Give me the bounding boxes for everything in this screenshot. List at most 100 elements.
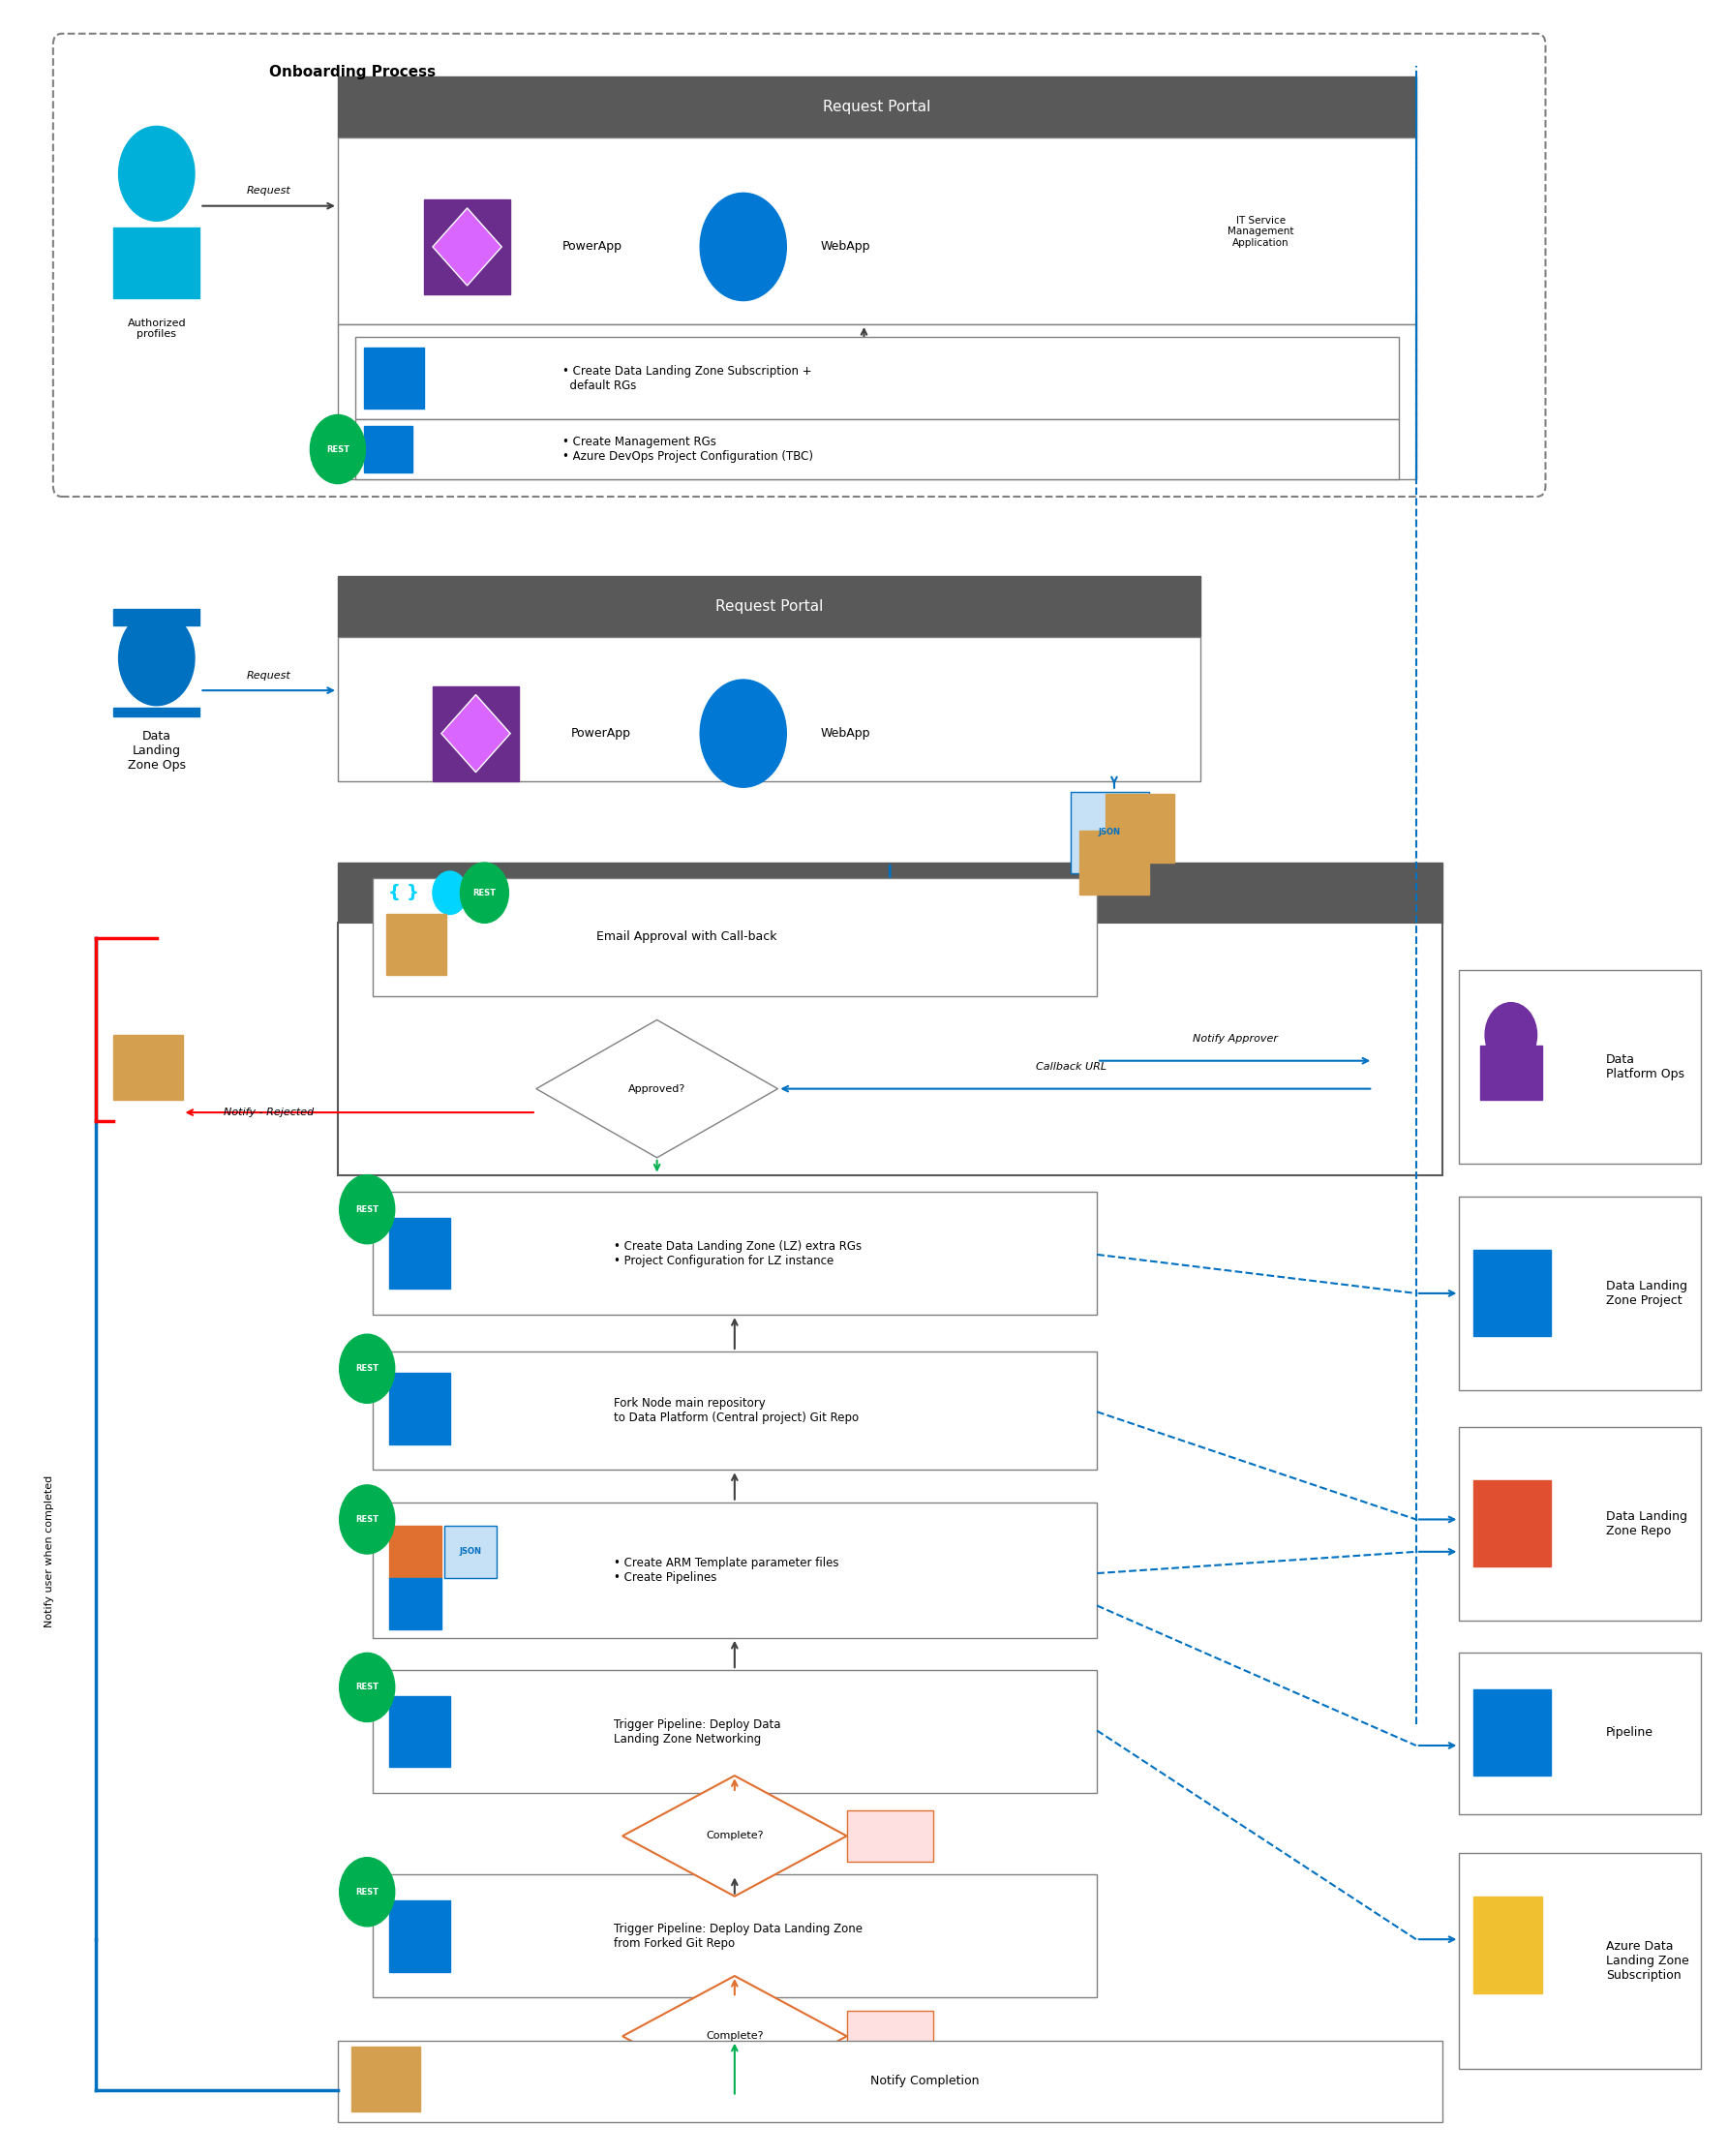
Text: Pipeline: Pipeline bbox=[1605, 1727, 1654, 1740]
Circle shape bbox=[339, 1654, 394, 1723]
Text: Request Portal: Request Portal bbox=[823, 99, 931, 114]
Bar bbox=[372, 1503, 1097, 1639]
Bar bbox=[114, 1035, 183, 1100]
Bar bbox=[423, 201, 510, 293]
Bar bbox=[337, 138, 1417, 323]
Circle shape bbox=[460, 862, 508, 923]
Bar bbox=[444, 1526, 496, 1578]
Text: Parameters: Parameters bbox=[1078, 884, 1140, 893]
Circle shape bbox=[700, 194, 786, 300]
Circle shape bbox=[339, 1485, 394, 1554]
Text: REST: REST bbox=[356, 1205, 378, 1214]
Text: Callback URL: Callback URL bbox=[1035, 1063, 1106, 1072]
Text: REST: REST bbox=[356, 1516, 378, 1524]
Bar bbox=[372, 1352, 1097, 1470]
Circle shape bbox=[119, 127, 195, 220]
Circle shape bbox=[119, 610, 195, 705]
Text: Trigger Pipeline: Deploy Data Landing Zone
from Forked Git Repo: Trigger Pipeline: Deploy Data Landing Zo… bbox=[613, 1923, 862, 1949]
Text: Complete?: Complete? bbox=[705, 1830, 764, 1841]
Text: • Create Data Landing Zone Subscription +
  default RGs: • Create Data Landing Zone Subscription … bbox=[562, 364, 812, 392]
Text: Data Landing
Zone Repo: Data Landing Zone Repo bbox=[1605, 1509, 1687, 1537]
Bar bbox=[389, 1373, 449, 1445]
Text: REST: REST bbox=[356, 1684, 378, 1692]
Bar bbox=[1106, 793, 1175, 862]
Text: Azure Data
Landing Zone
Subscription: Azure Data Landing Zone Subscription bbox=[1605, 1940, 1688, 1981]
Text: REST: REST bbox=[473, 888, 496, 897]
Text: Data
Platform Ops: Data Platform Ops bbox=[1605, 1054, 1685, 1080]
Circle shape bbox=[309, 414, 365, 483]
Polygon shape bbox=[114, 707, 200, 716]
Text: { }: { } bbox=[387, 884, 418, 901]
Bar bbox=[354, 418, 1400, 479]
Bar bbox=[385, 914, 446, 975]
Text: Request Portal: Request Portal bbox=[715, 599, 823, 614]
Text: Trigger Pipeline: Deploy Data
Landing Zone Networking: Trigger Pipeline: Deploy Data Landing Zo… bbox=[613, 1718, 781, 1744]
Bar bbox=[354, 336, 1400, 418]
Bar bbox=[847, 2009, 933, 2061]
Text: WebApp: WebApp bbox=[821, 727, 871, 740]
Polygon shape bbox=[432, 209, 501, 285]
Text: Fork Node main repository
to Data Platform (Central project) Git Repo: Fork Node main repository to Data Platfo… bbox=[613, 1397, 859, 1425]
Circle shape bbox=[700, 679, 786, 787]
Bar bbox=[389, 1902, 449, 1971]
Text: • Create ARM Template parameter files
• Create Pipelines: • Create ARM Template parameter files • … bbox=[613, 1557, 838, 1585]
Bar bbox=[1472, 1897, 1541, 1992]
Bar bbox=[432, 686, 518, 780]
Text: Complete?: Complete? bbox=[705, 2031, 764, 2042]
Bar bbox=[337, 862, 1441, 923]
Bar bbox=[372, 1192, 1097, 1315]
Bar bbox=[337, 323, 1417, 479]
Text: REST: REST bbox=[327, 444, 349, 453]
Polygon shape bbox=[441, 694, 510, 772]
Polygon shape bbox=[622, 1975, 847, 2096]
Circle shape bbox=[432, 871, 467, 914]
Bar bbox=[372, 1876, 1097, 1996]
Circle shape bbox=[339, 1335, 394, 1404]
Text: PowerApp: PowerApp bbox=[562, 241, 622, 252]
Text: WebApp: WebApp bbox=[821, 241, 871, 252]
Text: Notify Completion: Notify Completion bbox=[869, 2076, 978, 2087]
Text: Approved?: Approved? bbox=[629, 1084, 686, 1093]
Circle shape bbox=[339, 1175, 394, 1244]
Text: Onboarding Process: Onboarding Process bbox=[270, 65, 435, 80]
Bar bbox=[1458, 1427, 1700, 1621]
Bar bbox=[1479, 1046, 1541, 1100]
Bar bbox=[1458, 1654, 1700, 1815]
Bar bbox=[1458, 970, 1700, 1164]
Bar bbox=[1472, 1690, 1550, 1777]
Polygon shape bbox=[114, 608, 200, 625]
Bar bbox=[1472, 1481, 1550, 1567]
Bar bbox=[372, 877, 1097, 996]
Text: PowerApp: PowerApp bbox=[570, 727, 631, 740]
Text: REST: REST bbox=[356, 1365, 378, 1373]
Polygon shape bbox=[114, 226, 200, 298]
Text: Request: Request bbox=[247, 185, 290, 196]
Bar bbox=[389, 1697, 449, 1768]
Text: Data
Landing
Zone Ops: Data Landing Zone Ops bbox=[128, 731, 185, 772]
Bar bbox=[847, 1811, 933, 1863]
Text: Email Approval with Call-back: Email Approval with Call-back bbox=[596, 931, 778, 944]
Polygon shape bbox=[536, 1020, 778, 1158]
Bar bbox=[337, 636, 1201, 780]
Bar bbox=[351, 2046, 420, 2111]
Bar bbox=[337, 576, 1201, 636]
Polygon shape bbox=[622, 1777, 847, 1897]
Text: IT Service
Management
Application: IT Service Management Application bbox=[1227, 216, 1294, 248]
Bar bbox=[1071, 791, 1149, 873]
Bar bbox=[1458, 1197, 1700, 1391]
Bar bbox=[337, 923, 1441, 1175]
Bar bbox=[389, 1578, 441, 1630]
Bar bbox=[389, 1526, 441, 1578]
Bar bbox=[363, 347, 423, 407]
Text: Data Landing
Zone Project: Data Landing Zone Project bbox=[1605, 1281, 1687, 1307]
Text: • Create Data Landing Zone (LZ) extra RGs
• Project Configuration for LZ instanc: • Create Data Landing Zone (LZ) extra RG… bbox=[613, 1240, 862, 1268]
FancyBboxPatch shape bbox=[54, 34, 1545, 496]
Bar bbox=[372, 1671, 1097, 1794]
Text: REST: REST bbox=[356, 1889, 378, 1897]
Text: JSON: JSON bbox=[460, 1548, 482, 1557]
Circle shape bbox=[1484, 1003, 1536, 1067]
Bar bbox=[337, 2040, 1441, 2122]
Text: • Create Management RGs
• Azure DevOps Project Configuration (TBC): • Create Management RGs • Azure DevOps P… bbox=[562, 436, 812, 464]
Text: Request: Request bbox=[247, 671, 290, 679]
Circle shape bbox=[339, 1858, 394, 1927]
